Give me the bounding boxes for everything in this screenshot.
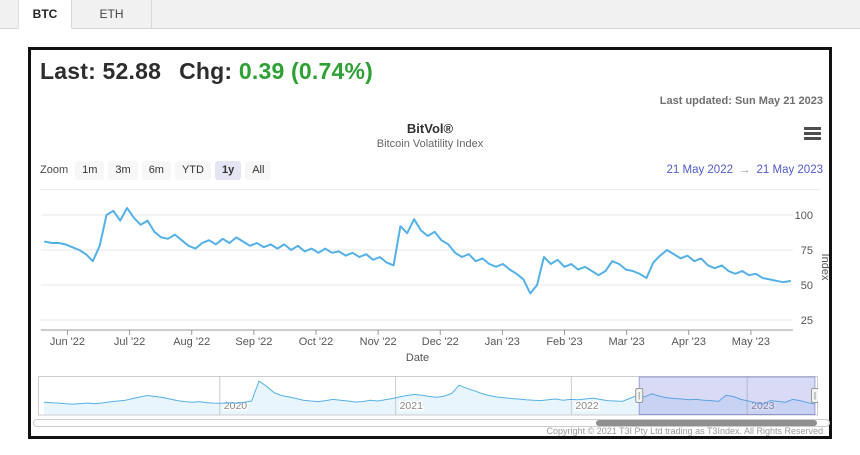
x-axis-label: Mar '23 [608, 336, 644, 348]
x-axis-title: Date [406, 352, 429, 364]
range-button-all[interactable]: All [245, 160, 272, 180]
divider [40, 189, 820, 190]
x-axis-label: Nov '22 [360, 336, 397, 348]
chg-label: Chg: [179, 58, 233, 84]
last-updated: Last updated: Sun May 21 2023 [659, 95, 823, 107]
y-axis-label: 75 [801, 245, 813, 257]
main-chart[interactable]: 25 50 75 100 Jun '22 Jul '22 Aug '22 Sep '22 Oct… [31, 185, 829, 365]
range-selector: Zoom 1m 3m 6m YTD 1y All [40, 160, 275, 180]
x-axis-label: Jan '23 [485, 336, 520, 348]
y-axis-label: 100 [795, 210, 813, 222]
x-axis-label: Feb '23 [546, 336, 582, 348]
date-from-input[interactable]: 21 May 2022 [666, 164, 734, 176]
last-label: Last: [40, 58, 96, 84]
navigator-handle-left[interactable] [635, 388, 644, 403]
navigator-mask[interactable] [638, 376, 816, 415]
x-axis-label: Aug '22 [173, 336, 210, 348]
arrow-icon: → [739, 164, 751, 176]
range-button-6m[interactable]: 6m [141, 160, 171, 180]
tab-strip: BTC ETH [0, 0, 860, 29]
chart-subtitle: Bitcoin Volatility Index [376, 138, 484, 150]
x-axis-label: Jul '22 [114, 336, 145, 348]
navigator-handle-right[interactable] [811, 388, 819, 403]
range-button-1m[interactable]: 1m [75, 160, 105, 180]
quote-header: Last: 52.88 Chg: 0.39 (0.74%) [40, 58, 373, 85]
y-axis-label: 50 [801, 280, 813, 292]
navigator-year-label: 2022 [575, 400, 599, 412]
btc-series-line [44, 207, 791, 295]
x-axis-label: May '23 [732, 336, 770, 348]
x-axis-label: Dec '22 [422, 336, 459, 348]
zoom-label: Zoom [40, 164, 69, 176]
chart-card: Last: 52.88 Chg: 0.39 (0.74%) Last update… [28, 47, 832, 439]
navigator-year-label: 2021 [400, 400, 424, 412]
scrollbar-track[interactable] [33, 419, 830, 427]
navigator-area [44, 381, 815, 415]
last-value: 52.88 [102, 58, 162, 84]
range-button-ytd[interactable]: YTD [174, 160, 211, 180]
tab-btc[interactable]: BTC [18, 0, 72, 29]
hamburger-menu-icon[interactable] [804, 127, 821, 142]
navigator-line [43, 380, 816, 405]
x-axis-label: Oct '22 [299, 336, 334, 348]
x-axis-label: Apr '23 [672, 336, 707, 348]
chg-value: 0.39 [238, 58, 285, 84]
date-range: 21 May 2022 → 21 May 2023 [667, 164, 824, 176]
chg-pct: (0.74%) [291, 58, 373, 84]
tab-eth[interactable]: ETH [72, 0, 152, 28]
y-axis-label: 25 [801, 315, 813, 327]
x-axis-label: Jun '22 [50, 336, 85, 348]
range-button-3m[interactable]: 3m [108, 160, 138, 180]
chart-title: BitVol® [406, 121, 454, 136]
navigator-chart[interactable]: 2020202120222023 [38, 376, 818, 416]
y-axis-title: Index [819, 254, 829, 281]
range-button-1y[interactable]: 1y [214, 160, 242, 180]
scrollbar-thumb[interactable] [596, 420, 817, 426]
date-to-input[interactable]: 21 May 2023 [756, 164, 824, 176]
x-axis-label: Sep '22 [235, 336, 272, 348]
copyright-text: Copyright © 2021 T3I Pty Ltd trading as … [546, 426, 823, 436]
